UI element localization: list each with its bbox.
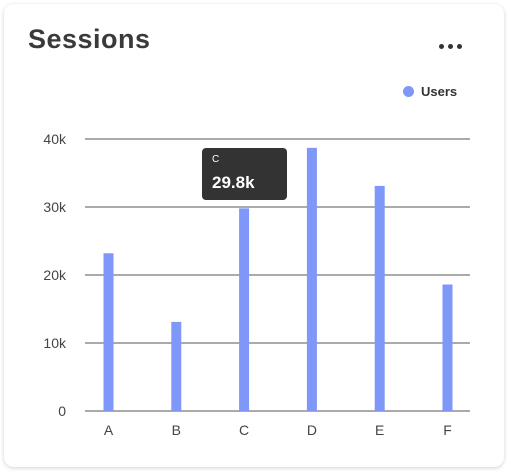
y-tick-label: 30k [43, 199, 67, 215]
legend-label: Users [421, 84, 458, 99]
bar-d[interactable] [306, 147, 317, 411]
x-tick-label: A [104, 422, 114, 438]
x-tick-label: F [443, 422, 452, 438]
tooltip-category: C [212, 154, 220, 165]
card-title: Sessions [28, 24, 151, 54]
more-horizontal-icon [438, 43, 444, 49]
x-tick-label: E [375, 422, 384, 438]
bars [103, 147, 453, 411]
x-tick-label: D [307, 422, 317, 438]
y-tick-label: 40k [43, 131, 67, 147]
y-tick-label: 0 [58, 403, 66, 419]
y-tick-label: 20k [43, 267, 67, 283]
bar-a[interactable] [103, 253, 114, 411]
bar-b[interactable] [171, 321, 182, 411]
sessions-card [4, 4, 504, 467]
more-horizontal-icon [456, 43, 462, 49]
more-options-button[interactable] [432, 36, 468, 56]
x-axis-ticks: A B C D E F [104, 422, 452, 438]
grid-lines [85, 138, 470, 412]
x-tick-label: C [239, 422, 249, 438]
chart-legend[interactable]: Users [403, 84, 457, 99]
legend-marker [403, 86, 414, 97]
y-axis-ticks: 0 10k 20k 30k 40k [43, 131, 67, 419]
more-horizontal-icon [447, 43, 453, 49]
bar-e[interactable] [374, 185, 385, 411]
bar-c[interactable] [239, 208, 250, 411]
x-tick-label: B [172, 422, 181, 438]
chart-tooltip: C 29.8k [202, 148, 287, 200]
y-tick-label: 10k [43, 335, 67, 351]
bar-f[interactable] [442, 284, 453, 411]
tooltip-value: 29.8k [212, 173, 255, 192]
